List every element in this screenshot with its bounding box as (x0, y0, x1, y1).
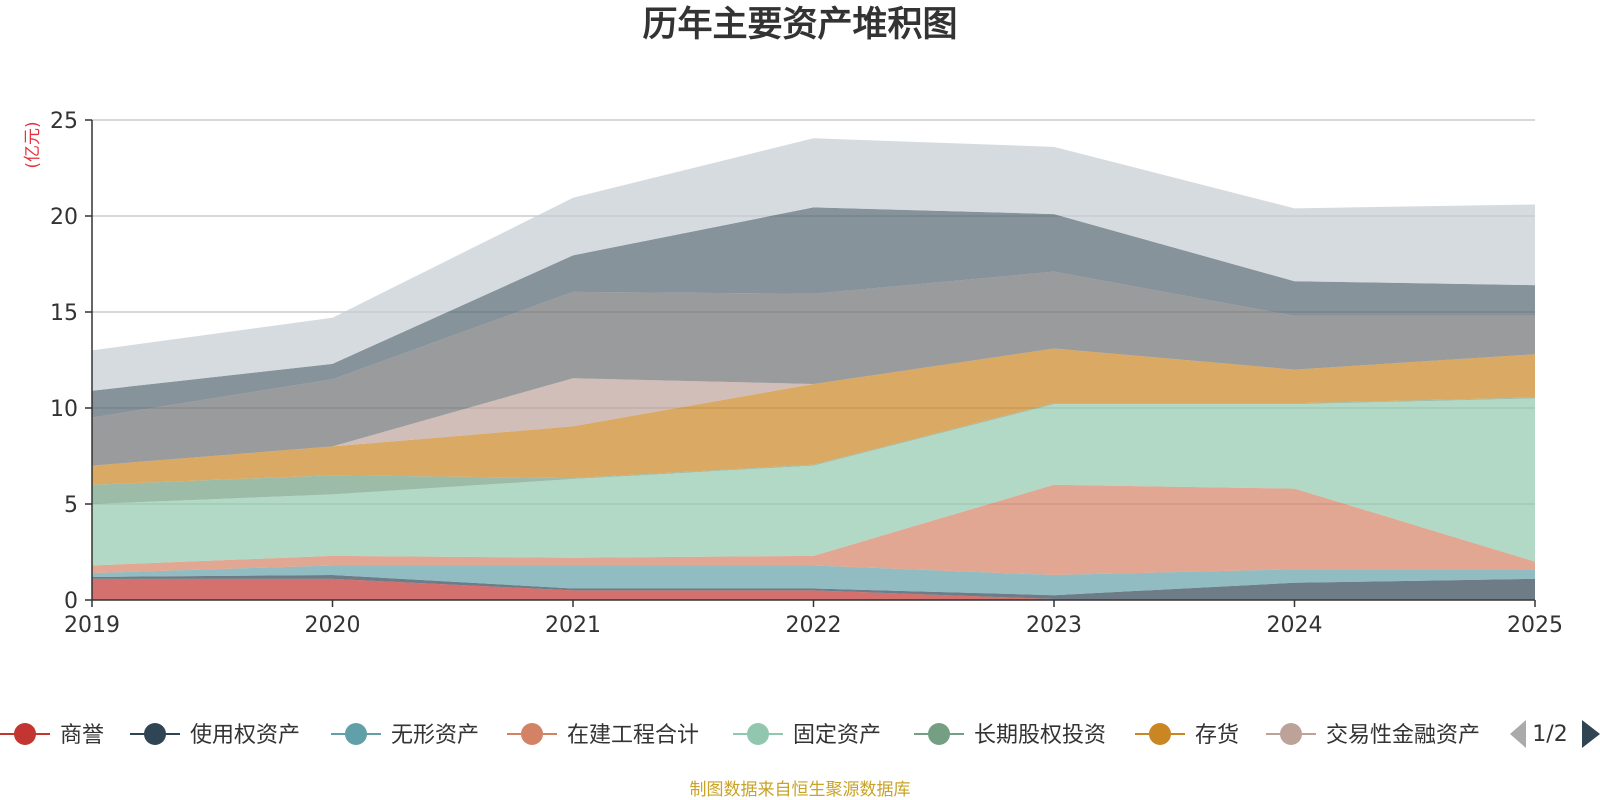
y-tick-label-25: 25 (50, 109, 78, 134)
y-axis-unit-label: (亿元) (23, 121, 43, 168)
area-series-2 (92, 565, 1535, 596)
legend-item-6[interactable]: 存货 (1135, 723, 1239, 748)
legend: 商誉 使用权资产 无形资产 在建工程合计 固定资产 长期股权投资 存货 交易性金融资产 (0, 723, 1480, 748)
area-series-1 (92, 575, 1535, 600)
legend-marker-0 (14, 723, 36, 745)
area-series-0 (92, 578, 1535, 600)
area-series-8 (92, 271, 1535, 466)
chart-title: 历年主要资产堆积图 (642, 5, 957, 45)
legend-label-6: 存货 (1195, 723, 1239, 748)
area-series-layer (92, 138, 1535, 600)
data-source-note: 制图数据来自恒生聚源数据库 (690, 780, 911, 800)
legend-marker-3 (521, 723, 543, 745)
legend-label-1: 使用权资产 (190, 723, 300, 748)
y-tick-label-10: 10 (50, 397, 78, 422)
legend-marker-6 (1149, 723, 1171, 745)
legend-item-0[interactable]: 商誉 (0, 723, 104, 748)
area-series-4 (92, 398, 1535, 566)
x-tick-label-2021: 2021 (545, 613, 601, 638)
legend-item-4[interactable]: 固定资产 (733, 723, 881, 748)
legend-label-4: 固定资产 (793, 723, 881, 748)
area-series-3 (92, 484, 1535, 576)
y-tick-label-0: 0 (64, 589, 78, 614)
legend-label-3: 在建工程合计 (567, 723, 699, 748)
legend-marker-2 (345, 723, 367, 745)
legend-label-0: 商誉 (60, 723, 104, 748)
legend-label-7: 交易性金融资产 (1326, 723, 1480, 748)
legend-prev-page-icon[interactable] (1510, 720, 1526, 748)
x-tick-label-2023: 2023 (1026, 613, 1082, 638)
y-tick-label-5: 5 (64, 493, 78, 518)
x-tick-label-2019: 2019 (64, 613, 120, 638)
legend-marker-4 (747, 723, 769, 745)
x-tick-label-2022: 2022 (786, 613, 842, 638)
legend-marker-1 (144, 723, 166, 745)
y-tick-label-15: 15 (50, 301, 78, 326)
area-series-10 (92, 138, 1535, 391)
legend-page-indicator: 1/2 (1532, 722, 1567, 747)
legend-label-5: 长期股权投资 (974, 723, 1106, 748)
legend-item-3[interactable]: 在建工程合计 (507, 723, 699, 748)
x-tick-label-2025: 2025 (1507, 613, 1563, 638)
x-tick-label-2024: 2024 (1267, 613, 1323, 638)
legend-item-1[interactable]: 使用权资产 (130, 723, 300, 748)
legend-item-7[interactable]: 交易性金融资产 (1266, 723, 1480, 748)
area-series-6 (92, 348, 1535, 485)
legend-item-5[interactable]: 长期股权投资 (914, 723, 1106, 748)
legend-items: 商誉 使用权资产 无形资产 在建工程合计 固定资产 长期股权投资 存货 交易性金融资产 (0, 723, 1480, 748)
legend-item-2[interactable]: 无形资产 (331, 723, 479, 748)
legend-pager: 1/2 (1510, 720, 1600, 748)
area-series-5 (92, 397, 1535, 504)
area-series-9 (92, 207, 1535, 418)
legend-marker-5 (928, 723, 950, 745)
legend-label-2: 无形资产 (391, 723, 479, 748)
y-tick-label-20: 20 (50, 205, 78, 230)
legend-next-page-icon[interactable] (1582, 720, 1600, 748)
legend-marker-7 (1280, 723, 1302, 745)
x-tick-label-2020: 2020 (305, 613, 361, 638)
